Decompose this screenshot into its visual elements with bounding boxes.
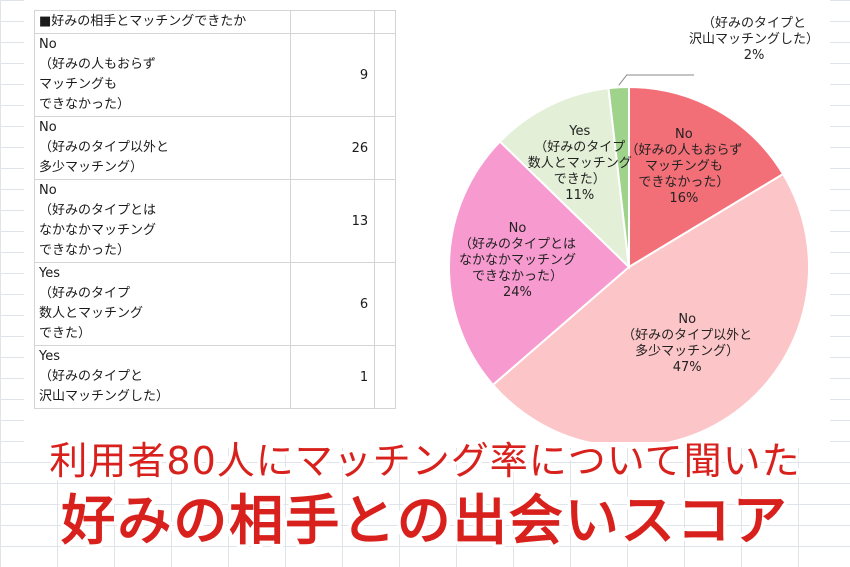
table-row-label: Yes （好みのタイプ 数人とマッチング できた） [34,262,291,346]
label-leader-line [618,74,694,86]
slice-label-line: No [675,127,693,142]
slice-label: Yes （好みのタイプ数人とマッチングできた） 11% [528,124,632,203]
spreadsheet-area: ■好みの相手とマッチングできたか No （好みの人もおらず マッチングも できなかった… [24,0,830,448]
table-row-label-line: マッチングも [39,77,118,92]
table-row-count: 6 [289,262,376,346]
table-row: No （好みの人もおらず マッチングも できなかった） 9 [34,33,396,117]
slice-label-line: できなかった） [472,269,563,284]
table-row-label-line: できなかった） [39,243,131,258]
title-banner: 利用者80人にマッチング率について聞いた 好みの相手との出会いスコア [0,436,850,556]
table-row-count: 26 [289,116,376,180]
slice-yes-few [498,87,631,270]
table-pad-cell [374,116,396,180]
table-row-label-line: No [39,183,57,198]
table-row: No （好みのタイプとは なかなかマッチング できなかった） 13 [34,179,396,263]
slice-percent: 11% [565,188,594,203]
table-row-label-line: （好みのタイプ [39,286,131,301]
table-row-label-line: 多少マッチング） [39,160,144,175]
slice-label: Yes（好みのタイプと沢山マッチングした）2% [689,12,819,63]
slice-no-none [628,85,785,269]
table-row-label-line: （好みのタイプと [39,369,144,384]
table-row-label: No （好みのタイプとは なかなかマッチング できなかった） [34,179,291,263]
table-row-label-line: No [39,37,57,52]
slice-label-line: （好みのタイプ [534,140,625,155]
slice-label-line: できた） [554,172,606,187]
slice-no-some [491,172,810,442]
slice-label-line: （好みのタイプとは [459,237,576,252]
table-row-count: 13 [289,179,376,263]
table-row-label-line: できた） [39,326,92,341]
table-row-label-line: 沢山マッチングした） [39,389,170,404]
pie-chart: No （好みの人もおらずマッチングもできなかった） 16%No （好みのタイプ以外と多… [448,12,819,442]
slice-label-line: No [678,312,696,327]
table-row: Yes （好みのタイプと沢山マッチングした） 1 [34,345,396,409]
table-row: Yes （好みのタイプ 数人とマッチング できた） 6 [34,262,396,346]
table-row-count: 1 [289,345,376,409]
table-row-label-line: （好みの人もおらず [39,57,156,72]
table-row-label-line: No [39,120,57,135]
table-row-label-line: （好みのタイプとは [39,203,157,218]
subtitle: 利用者80人にマッチング率について聞いた [49,439,801,483]
slice-label-line: （好みの人もおらず [626,143,743,158]
slice-percent: 24% [503,285,532,300]
table-row-label-line: なかなかマッチング [39,223,157,238]
table-row-label-line: Yes [39,266,60,281]
slice-label-line: できなかった） [638,175,729,190]
data-table: ■好みの相手とマッチングできたか No （好みの人もおらず マッチングも できなかった… [34,10,396,409]
slice-label-line: 多少マッチング） [635,343,739,359]
table-row-label: Yes （好みのタイプと沢山マッチングした） [34,345,291,409]
table-row-label: No （好みのタイプ以外と 多少マッチング） [34,116,291,180]
slice-label: No （好みのタイプとはなかなかマッチングできなかった） 24% [459,221,576,300]
slice-percent: 2% [744,48,765,63]
slice-label-line: Yes [568,124,590,139]
table-pad-cell [374,345,396,409]
table-row: No （好みのタイプ以外と 多少マッチング） 26 [34,116,396,180]
slice-label-line: 数人とマッチング [528,156,632,171]
main-title: 好みの相手との出会いスコア [61,489,789,552]
table-row-label-line: Yes [39,349,60,364]
table-pad-cell [374,10,396,34]
slice-label-line: No [509,221,527,236]
table-row-label-line: 数人とマッチング [39,306,144,321]
slice-label-line: （好みのタイプ以外と [622,328,752,343]
slice-label-line: 沢山マッチングした） [689,32,819,47]
table-row-count: 9 [289,33,376,117]
slice-label: No （好みの人もおらずマッチングもできなかった） 16% [626,127,743,206]
slice-label-line: なかなかマッチング [459,253,576,268]
table-header-row: ■好みの相手とマッチングできたか [34,10,396,34]
table-header: ■好みの相手とマッチングできたか [34,10,291,34]
table-pad-cell [374,33,396,117]
slice-no-rare [448,140,631,387]
table-pad-cell [374,179,396,263]
slice-label-line: マッチングも [645,159,723,174]
table-row-label: No （好みの人もおらず マッチングも できなかった） [34,33,291,117]
slice-label-line: （好みのタイプと [702,16,806,31]
slice-label: No （好みのタイプ以外と多少マッチング） 47% [622,312,752,375]
slice-label-line: Yes [743,12,765,15]
slice-percent: 16% [669,191,698,206]
table-row-label-line: できなかった） [39,97,131,112]
table-header-empty-cell [289,10,376,34]
slice-percent: 47% [673,360,702,375]
slice-yes-many [607,85,630,268]
table-pad-cell [374,262,396,346]
table-row-label-line: （好みのタイプ以外と [39,140,170,155]
